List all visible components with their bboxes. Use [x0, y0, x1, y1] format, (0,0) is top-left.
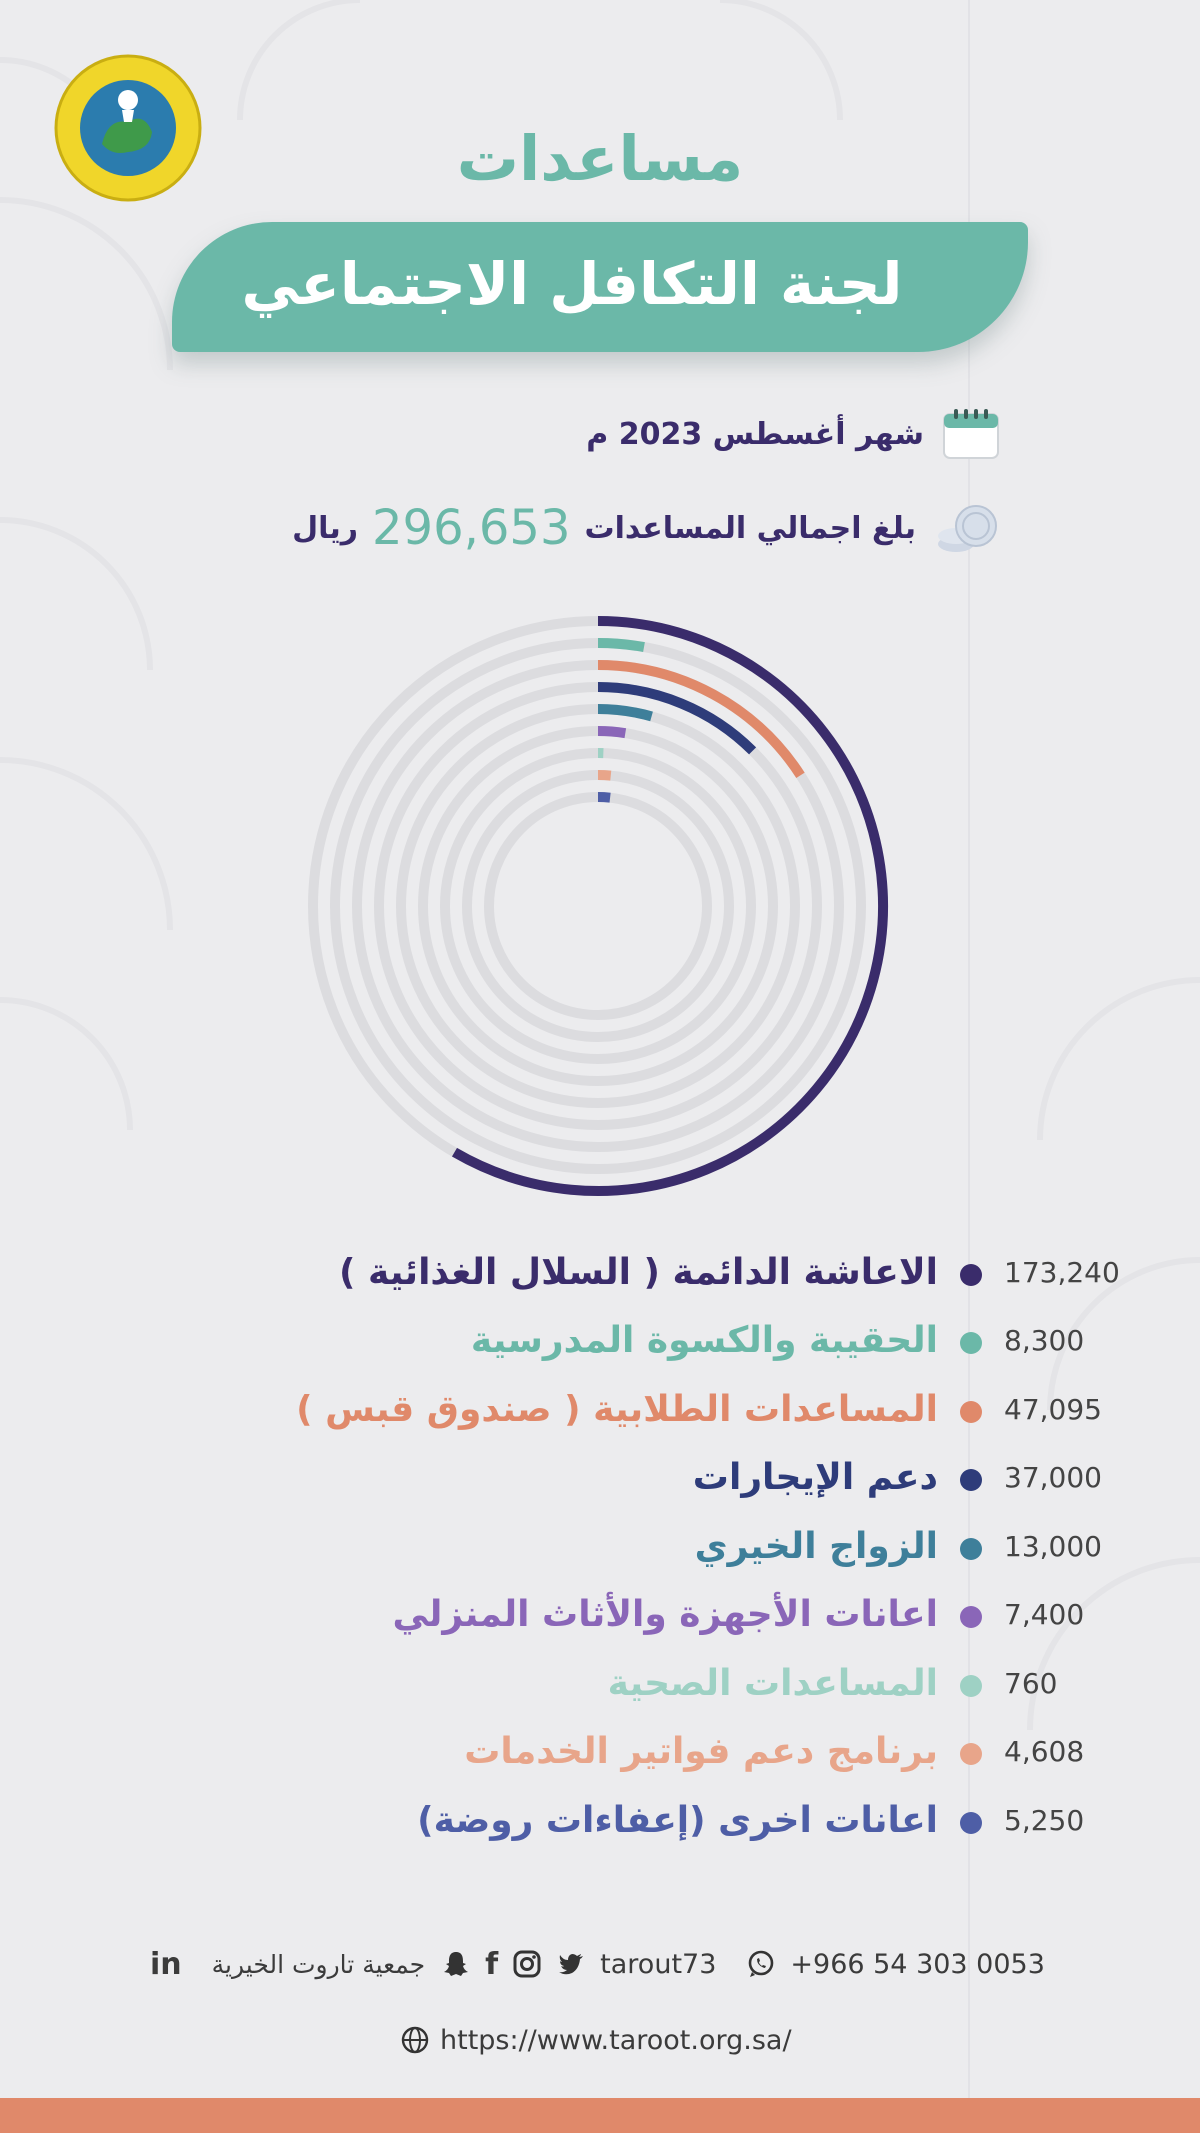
legend-item: المساعدات الطلابية ( صندوق قبس ) 47,095 [0, 1385, 1200, 1435]
page-title: مساعدات [456, 122, 744, 195]
legend-dot [960, 1332, 982, 1354]
bar-arc [597, 726, 627, 739]
legend-value: 5,250 [1004, 1804, 1085, 1837]
facebook-icon: f [485, 1946, 499, 1982]
charity-logo [54, 54, 202, 202]
total-value: 296,653 [372, 500, 571, 556]
calendar-icon [943, 409, 999, 459]
legend-label: اعانات اخرى (إعفاءات روضة) [417, 1800, 938, 1841]
twitter-link[interactable] [556, 1949, 586, 1979]
bar-arc [597, 792, 611, 803]
bar-track [418, 726, 778, 1086]
bar-arc [597, 704, 653, 722]
legend-label: الاعاشة الدائمة ( السلال الغذائية ) [339, 1252, 938, 1293]
legend-label: دعم الإيجارات [692, 1457, 938, 1498]
divider-line [968, 0, 970, 2098]
bar-arc [597, 770, 612, 781]
legend-value: 4,608 [1004, 1735, 1085, 1768]
total-row: بلغ اجمالي المساعدات 296,653 ريال [292, 498, 1000, 558]
legend-dot [960, 1606, 982, 1628]
legend-dot [960, 1812, 982, 1834]
legend-item: اعانات الأجهزة والأثاث المنزلي 7,400 [0, 1590, 1200, 1640]
legend-item: المساعدات الصحية 760 [0, 1659, 1200, 1709]
month-label: شهر أغسطس 2023 م [586, 416, 924, 452]
legend-label: برنامج دعم فواتير الخدمات [464, 1731, 938, 1772]
total-label: بلغ اجمالي المساعدات [584, 510, 917, 546]
legend-label: المساعدات الصحية [607, 1663, 938, 1704]
month-row: شهر أغسطس 2023 م [586, 408, 1000, 460]
legend-dot [960, 1743, 982, 1765]
legend-dot [960, 1538, 982, 1560]
page-subtitle: لجنة التكافل الاجتماعي [241, 250, 903, 318]
social-handle[interactable]: tarout73 [600, 1948, 717, 1980]
globe-icon [401, 2026, 429, 2054]
bar-track [484, 792, 712, 1020]
phone-number[interactable]: +966 54 303 0053 [790, 1948, 1045, 1980]
legend-label: المساعدات الطلابية ( صندوق قبس ) [296, 1389, 938, 1430]
legend-value: 173,240 [1004, 1256, 1120, 1289]
whatsapp-link[interactable] [746, 1949, 776, 1979]
facebook-link[interactable]: f [485, 1947, 498, 1982]
legend-value: 7,400 [1004, 1598, 1085, 1631]
instagram-icon [513, 1950, 541, 1978]
legend-item: اعانات اخرى (إعفاءات روضة) 5,250 [0, 1796, 1200, 1846]
legend-item: الحقيبة والكسوة المدرسية 8,300 [0, 1316, 1200, 1366]
instagram-link[interactable] [512, 1949, 542, 1979]
coins-icon [938, 505, 997, 552]
linkedin-icon: in [150, 1946, 182, 1982]
legend-item: الاعاشة الدائمة ( السلال الغذائية ) 173,2… [0, 1248, 1200, 1298]
bar-arc [597, 660, 805, 778]
bottom-accent-bar [0, 2098, 1200, 2133]
whatsapp-icon [749, 1950, 774, 1977]
legend-dot [960, 1401, 982, 1423]
twitter-icon [559, 1954, 584, 1975]
radial-bar-chart [308, 616, 888, 1196]
legend-value: 47,095 [1004, 1393, 1102, 1426]
org-name: جمعية تاروت الخيرية [211, 1949, 426, 1979]
linkedin-link[interactable]: in [150, 1947, 182, 1982]
legend-item: دعم الإيجارات 37,000 [0, 1453, 1200, 1503]
legend-dot [960, 1675, 982, 1697]
legend-label: الحقيبة والكسوة المدرسية [470, 1320, 938, 1361]
title-banner [172, 222, 1028, 352]
bar-track [330, 638, 866, 1174]
snapchat-icon [444, 1952, 469, 1976]
bar-track [462, 770, 734, 1042]
legend-value: 37,000 [1004, 1461, 1102, 1494]
legend-value: 760 [1004, 1667, 1058, 1700]
legend-value: 8,300 [1004, 1324, 1085, 1357]
total-unit: ريال [292, 510, 358, 546]
website-url: https://www.taroot.org.sa/ [440, 2024, 792, 2056]
bar-arc [597, 682, 757, 755]
website-link[interactable]: https://www.taroot.org.sa/ [400, 2020, 792, 2060]
bar-track [396, 704, 800, 1108]
legend-item: الزواج الخيري 13,000 [0, 1522, 1200, 1572]
footer-contacts: in جمعية تاروت الخيرية f tarout73 [150, 1942, 1070, 1986]
bar-arc [597, 638, 645, 652]
legend-label: اعانات الأجهزة والأثاث المنزلي [392, 1594, 938, 1635]
legend-label: الزواج الخيري [694, 1526, 938, 1567]
bar-arc [451, 616, 888, 1196]
snapchat-link[interactable] [441, 1949, 471, 1979]
legend-item: برنامج دعم فواتير الخدمات 4,608 [0, 1727, 1200, 1777]
legend-dot [960, 1264, 982, 1286]
legend-value: 13,000 [1004, 1530, 1102, 1563]
legend-dot [960, 1469, 982, 1491]
